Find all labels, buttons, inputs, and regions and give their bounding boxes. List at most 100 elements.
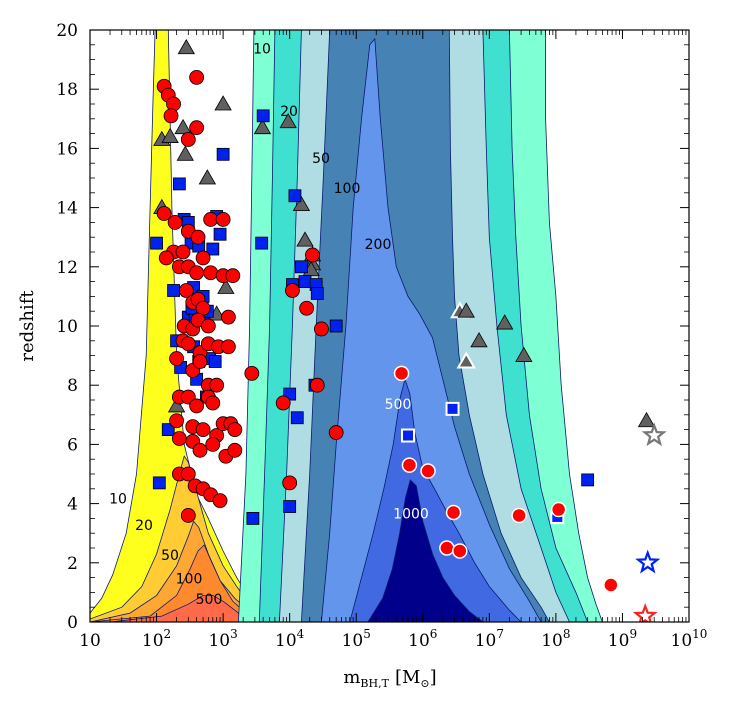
blue-square-point bbox=[288, 189, 302, 203]
star-marker bbox=[632, 602, 658, 622]
grey-triangle-point bbox=[174, 118, 192, 135]
bh-contour-500 bbox=[349, 377, 522, 622]
red-circle-point bbox=[205, 436, 221, 452]
red-circle-point bbox=[305, 247, 320, 263]
data-points bbox=[150, 38, 667, 622]
y-tick-label: 12 bbox=[56, 258, 78, 278]
x-tick-label: 103 bbox=[208, 627, 237, 651]
red-circle-point bbox=[158, 250, 174, 266]
red-circle-point bbox=[189, 69, 205, 85]
x-tick-label-base: 10 bbox=[342, 631, 364, 651]
x-tick-label-exponent: 7 bbox=[496, 627, 504, 641]
grey-triangle-point bbox=[214, 95, 232, 111]
red-circle-point bbox=[420, 463, 436, 479]
red-circle-point bbox=[212, 493, 228, 509]
red-circle-point bbox=[227, 422, 243, 438]
blue-square-point bbox=[401, 428, 416, 443]
y-tick-label: 2 bbox=[67, 554, 78, 574]
x-tick-label-base: 10 bbox=[208, 631, 230, 651]
x-tick-label-exponent: 3 bbox=[230, 627, 238, 641]
x-tick-label-base: 10 bbox=[408, 631, 430, 651]
blue-square-point bbox=[150, 236, 163, 250]
x-tick-label-base: 10 bbox=[541, 631, 563, 651]
red-circle-point bbox=[209, 377, 225, 393]
red-circle-point bbox=[169, 413, 184, 429]
x-tick-label: 108 bbox=[541, 627, 570, 651]
grey-triangle-point bbox=[292, 195, 311, 212]
y-tick-label: 16 bbox=[56, 139, 78, 159]
pop3-contour-label-10: 10 bbox=[109, 492, 127, 508]
red-circle-point bbox=[163, 108, 179, 124]
x-tick-label-exponent: 9 bbox=[629, 627, 637, 641]
x-tick-label-exponent: 6 bbox=[430, 627, 438, 641]
red-circle-point bbox=[189, 120, 205, 136]
pop3-contour-fills bbox=[90, 30, 271, 622]
red-circle-point bbox=[167, 214, 183, 230]
pop3-contour-label-100: 100 bbox=[176, 572, 203, 588]
blue-square-point bbox=[255, 236, 269, 250]
red-circle-point bbox=[299, 300, 315, 316]
red-circle-point bbox=[215, 212, 231, 227]
red-circle-point bbox=[190, 229, 206, 245]
red-circle-point bbox=[282, 475, 298, 491]
star-marker bbox=[641, 422, 667, 447]
y-axis-label: redshift bbox=[17, 290, 38, 362]
blue-square-point bbox=[310, 287, 324, 300]
x-tick-label-base: 10 bbox=[79, 631, 101, 651]
grey-triangle-point bbox=[515, 346, 533, 363]
grey-triangle-point bbox=[279, 112, 297, 129]
x-tick-label-base: 10 bbox=[275, 631, 297, 651]
grey-triangle-point bbox=[167, 397, 186, 413]
red-circle-point bbox=[205, 395, 221, 411]
x-tick-label: 102 bbox=[142, 627, 171, 651]
red-circle-point bbox=[603, 577, 619, 593]
red-circle-point bbox=[195, 250, 211, 266]
blue-square-point bbox=[216, 147, 230, 161]
red-circle-point bbox=[192, 442, 208, 458]
red-circle-point bbox=[178, 283, 194, 298]
grey-triangle-point bbox=[637, 411, 656, 428]
x-tick-label: 1010 bbox=[671, 627, 708, 651]
x-tick-label: 109 bbox=[608, 627, 637, 651]
y-tick-label: 0 bbox=[67, 613, 78, 633]
red-circle-point bbox=[195, 422, 211, 438]
bh-contour-200 bbox=[320, 37, 542, 622]
red-circle-point bbox=[156, 206, 172, 221]
grey-triangle-point bbox=[457, 302, 475, 318]
grey-triangle-point bbox=[177, 38, 196, 55]
x-axis-label: mBH,T [M⊙] bbox=[343, 667, 436, 690]
pop3-contour-label-500: 500 bbox=[196, 592, 223, 608]
axes: 10 102 103 104 105 106 107 108 109 10100246810121… bbox=[56, 21, 707, 651]
bh-contour-label-1000: 1000 bbox=[393, 506, 429, 522]
x-tick-label: 105 bbox=[342, 627, 371, 651]
y-tick-label: 20 bbox=[56, 21, 78, 41]
red-circle-point bbox=[169, 351, 184, 366]
red-circle-point bbox=[309, 377, 325, 393]
y-tick-label: 14 bbox=[56, 199, 78, 219]
red-circle-point bbox=[511, 507, 527, 524]
red-circle-point bbox=[180, 508, 196, 523]
red-circle-point bbox=[225, 268, 241, 284]
bh-contour-label-500: 500 bbox=[385, 397, 412, 413]
grey-triangle-point bbox=[161, 127, 179, 143]
blue-square-point bbox=[152, 476, 166, 490]
blue-square-point bbox=[167, 284, 180, 297]
red-circle-point bbox=[314, 321, 329, 337]
red-circle-point bbox=[452, 543, 468, 559]
x-tick-label-exponent: 10 bbox=[692, 627, 707, 641]
red-circle-point bbox=[328, 425, 344, 440]
red-circle-point bbox=[180, 466, 196, 482]
grey-triangle-point bbox=[198, 169, 217, 185]
red-circle-point bbox=[220, 309, 236, 325]
y-tick-label: 4 bbox=[67, 495, 78, 515]
blue-square-point bbox=[213, 227, 227, 241]
blue-square-point bbox=[445, 401, 460, 416]
x-tick-label-exponent: 8 bbox=[563, 627, 571, 641]
bh-contour-fills bbox=[237, 30, 603, 622]
red-circle-point bbox=[227, 442, 243, 458]
red-circle-point bbox=[189, 398, 205, 414]
red-circle-point bbox=[244, 365, 260, 381]
y-tick-label: 8 bbox=[67, 376, 78, 396]
